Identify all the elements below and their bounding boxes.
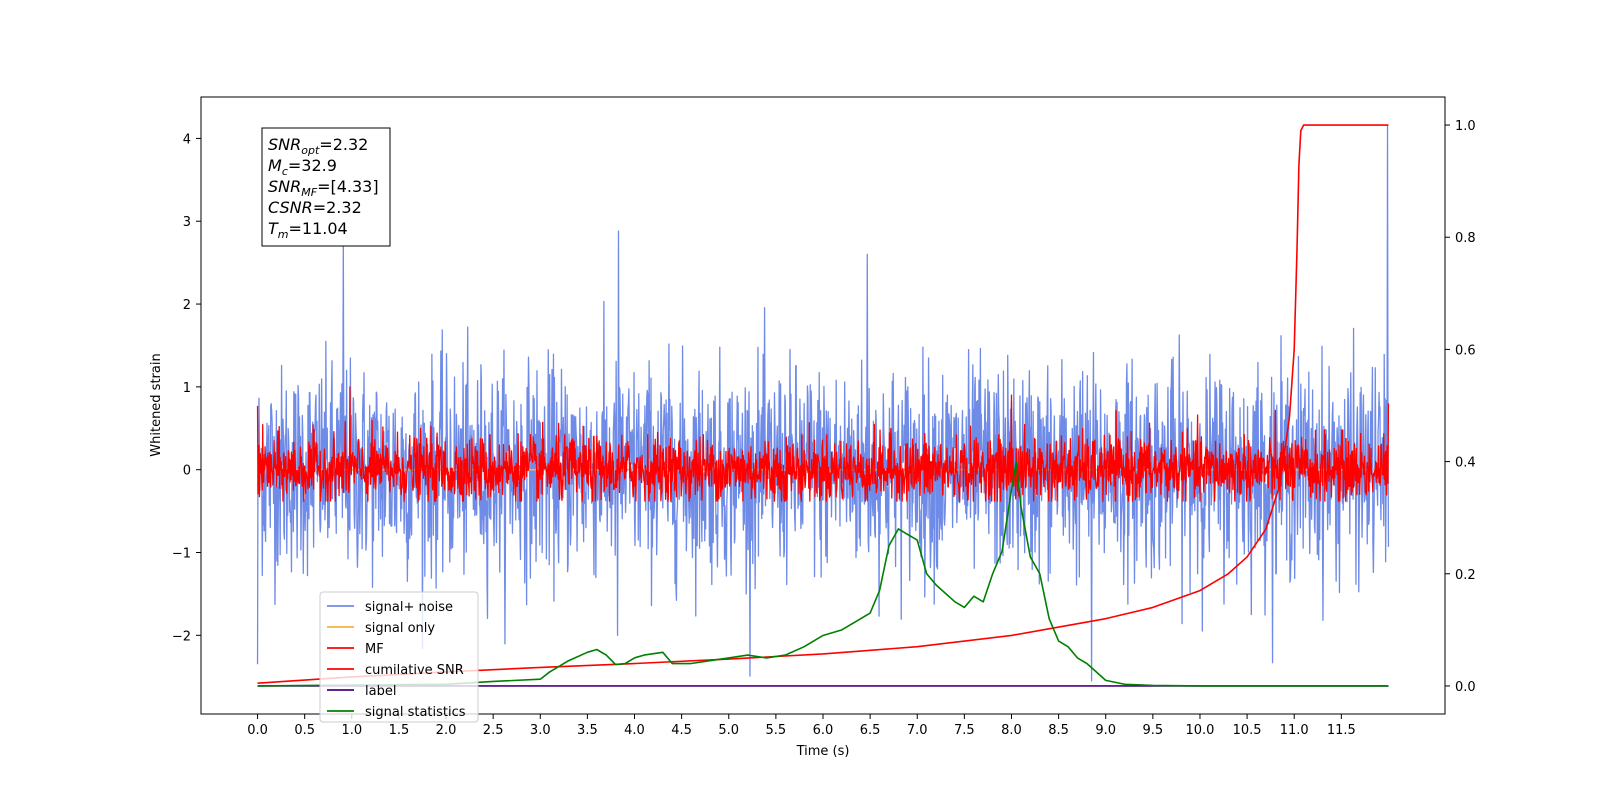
y-right-tick-label: 1.0 xyxy=(1455,119,1476,134)
info-line: CSNR=2.32 xyxy=(268,198,362,217)
y-left-tick-label: 0 xyxy=(183,464,191,479)
y-right-tick-label: 0.6 xyxy=(1455,343,1476,358)
x-tick-label: 7.5 xyxy=(954,723,975,738)
y-left-tick-label: −1 xyxy=(172,547,191,562)
series-line-mf xyxy=(256,386,1390,502)
x-tick-label: 0.0 xyxy=(247,723,268,738)
legend-label: signal only xyxy=(365,621,435,636)
series-line-signal-statistics xyxy=(257,460,1389,687)
y-left-tick-label: 2 xyxy=(183,298,191,313)
legend-frame xyxy=(319,591,479,723)
x-tick-label: 8.0 xyxy=(1001,723,1022,738)
info-subscript: c xyxy=(282,165,288,178)
x-tick-label: 5.5 xyxy=(766,723,787,738)
x-tick-label: 6.0 xyxy=(813,723,834,738)
x-tick-label: 4.0 xyxy=(624,723,645,738)
legend-label: signal+ noise xyxy=(365,600,453,615)
y-right-tick-label: 0.4 xyxy=(1455,456,1476,471)
info-line: Tm=11.04 xyxy=(268,219,348,241)
y-left-tick-label: 1 xyxy=(183,381,191,396)
y-left-tick-label: −2 xyxy=(172,629,191,644)
x-axis: 0.0 0.5 1.0 1.5 2.0 2.5 3.0 3.5 4.0 4.5 5.0 5.5 6.0 6… xyxy=(247,714,1356,738)
x-tick-label: 11.5 xyxy=(1327,723,1356,738)
legend-label: label xyxy=(365,684,396,699)
y-left-tick-label: 4 xyxy=(183,132,191,147)
y-right-tick-label: 0.2 xyxy=(1455,568,1476,583)
info-symbol: M xyxy=(268,156,282,175)
y-axis-left: −2 −1 0 1 2 3 4 xyxy=(172,132,201,644)
y-right-tick-label: 0.0 xyxy=(1455,680,1476,695)
y-axis-right: 0.0 0.2 0.4 0.6 0.8 1.0 xyxy=(1445,119,1476,695)
info-box-frame xyxy=(261,127,391,247)
info-value: =2.32 xyxy=(313,198,362,217)
x-tick-label: 2.5 xyxy=(483,723,504,738)
info-line: SNRMF=[4.33] xyxy=(268,177,379,199)
legend-label: MF xyxy=(365,642,384,657)
info-subscript: m xyxy=(278,228,289,241)
info-value: =11.04 xyxy=(289,219,348,238)
y-left-tick-label: 3 xyxy=(183,215,191,230)
info-subscript: opt xyxy=(301,144,320,157)
x-tick-label: 10.5 xyxy=(1233,723,1262,738)
info-value: =[4.33] xyxy=(317,177,379,196)
y-axis-label: Whitened strain xyxy=(149,353,164,456)
x-tick-label: 1.0 xyxy=(341,723,362,738)
x-tick-label: 6.5 xyxy=(860,723,881,738)
legend-label: cumilative SNR xyxy=(365,663,464,678)
x-tick-label: 9.5 xyxy=(1143,723,1164,738)
legend-label: signal statistics xyxy=(365,705,466,720)
info-value: =2.32 xyxy=(319,135,368,154)
x-tick-label: 11.0 xyxy=(1280,723,1309,738)
info-symbol: T xyxy=(268,219,279,238)
x-tick-label: 7.0 xyxy=(907,723,928,738)
info-symbol: CSNR xyxy=(268,198,313,217)
info-symbol: SNR xyxy=(268,135,301,154)
info-subscript: MF xyxy=(301,186,317,199)
info-symbol: SNR xyxy=(268,177,301,196)
x-tick-label: 3.0 xyxy=(530,723,551,738)
x-tick-label: 4.5 xyxy=(671,723,692,738)
x-tick-label: 0.5 xyxy=(294,723,315,738)
x-tick-label: 3.5 xyxy=(577,723,598,738)
x-tick-label: 8.5 xyxy=(1048,723,1069,738)
info-line: Mc=32.9 xyxy=(268,156,337,178)
x-tick-label: 2.0 xyxy=(436,723,457,738)
y-right-tick-label: 0.8 xyxy=(1455,231,1476,246)
x-tick-label: 1.5 xyxy=(389,723,410,738)
info-box: SNRopt=2.32Mc=32.9SNRMF=[4.33]CSNR=2.32T… xyxy=(261,127,391,247)
info-line: SNRopt=2.32 xyxy=(268,135,368,157)
legend: signal+ noise signal only MF cumilative SNR… xyxy=(319,591,479,723)
x-axis-label: Time (s) xyxy=(796,744,850,759)
x-tick-label: 5.0 xyxy=(718,723,739,738)
info-value: =32.9 xyxy=(288,156,337,175)
x-tick-label: 9.0 xyxy=(1095,723,1116,738)
x-tick-label: 10.0 xyxy=(1185,723,1214,738)
